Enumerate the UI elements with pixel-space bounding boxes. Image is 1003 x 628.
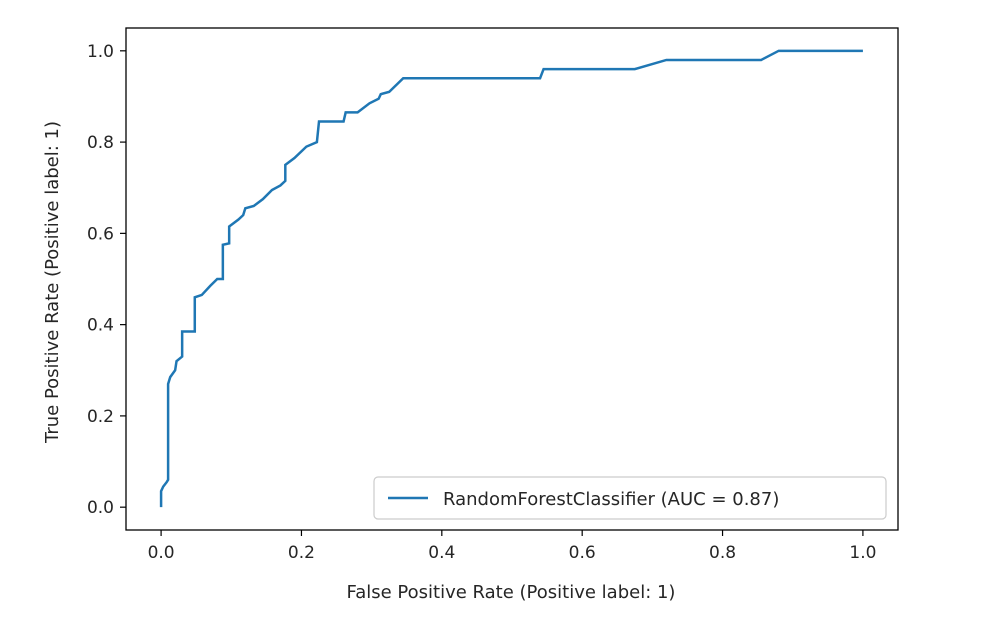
x-tick-label: 0.8 (709, 543, 736, 563)
plot-area (125, 27, 899, 531)
x-tick-label: 0.6 (569, 543, 596, 563)
legend: RandomForestClassifier (AUC = 0.87) (373, 476, 887, 520)
y-tick-label: 0.2 (87, 407, 114, 427)
y-tick-label: 0.4 (87, 316, 114, 336)
series-line-0 (159, 49, 863, 508)
y-axis-label: True Positive Rate (Positive label: 1) (42, 121, 63, 444)
legend-box (373, 476, 887, 520)
x-axis-label: False Positive Rate (Positive label: 1) (347, 582, 676, 603)
y-tick-label: 1.0 (87, 42, 114, 62)
x-tick-label: 0.0 (148, 543, 175, 563)
y-tick-label: 0.6 (87, 224, 114, 244)
x-tick-label: 0.2 (288, 543, 315, 563)
x-tick-label: 0.4 (428, 543, 455, 563)
y-axis-ticks: 0.0 0.2 0.4 0.6 0.8 1.0 (87, 42, 126, 518)
y-tick-label: 0.8 (87, 133, 114, 153)
plot-frame (125, 27, 899, 531)
x-tick-label: 1.0 (849, 543, 876, 563)
legend-label: RandomForestClassifier (AUC = 0.87) (443, 489, 779, 510)
y-tick-label: 0.0 (87, 498, 114, 518)
x-axis-ticks: 0.0 0.2 0.4 0.6 0.8 1.0 (148, 530, 876, 563)
